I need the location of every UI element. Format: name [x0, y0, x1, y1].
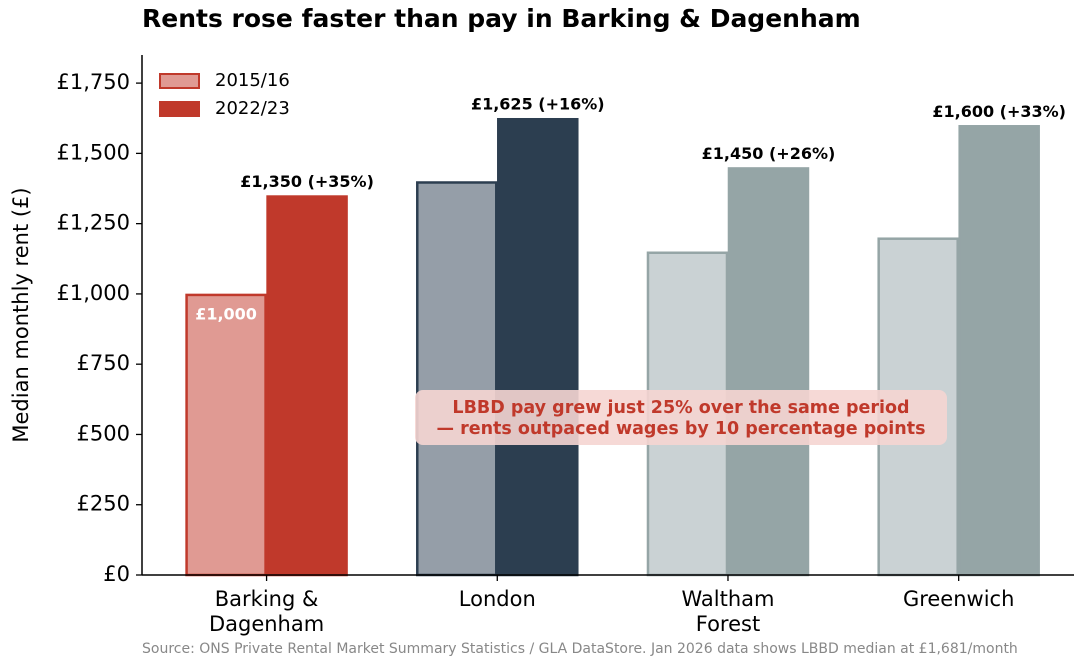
- y-tick-label: £500: [77, 421, 130, 445]
- bar: [727, 167, 810, 577]
- y-tick-label: £0: [103, 562, 130, 586]
- y-tick-label: £1,750: [57, 70, 130, 94]
- y-tick-label: £750: [77, 351, 130, 375]
- x-tick-label: Waltham Forest: [681, 587, 774, 636]
- bar: [185, 293, 267, 577]
- chart-title: Rents rose faster than pay in Barking & …: [142, 4, 861, 33]
- legend-swatch: [159, 101, 200, 117]
- x-tick-label-line: London: [459, 587, 536, 611]
- x-tick-label: Barking & Dagenham: [209, 587, 324, 636]
- annotation-box: [415, 390, 947, 445]
- x-tick-label-line: Forest: [696, 612, 760, 636]
- bar: [416, 181, 498, 577]
- x-tick-label-line: Waltham: [681, 587, 774, 611]
- value-label: £1,000: [195, 304, 257, 323]
- x-tick-label-line: Dagenham: [209, 612, 324, 636]
- y-tick-label: £250: [77, 492, 130, 516]
- legend-label: 2022/23: [215, 98, 290, 119]
- x-tick-label: Greenwich: [903, 587, 1014, 611]
- bar: [958, 125, 1040, 577]
- legend-label: 2015/16: [215, 70, 290, 91]
- annotation: — rents outpaced wages by 10 percentage …: [436, 419, 925, 439]
- value-label: £1,625 (+16%): [471, 95, 605, 114]
- bar: [497, 117, 579, 577]
- annotation: LBBD pay grew just 25% over the same per…: [452, 398, 909, 418]
- value-label: £1,450 (+26%): [702, 144, 836, 163]
- x-tick-label: London: [459, 587, 536, 611]
- source-note: Source: ONS Private Rental Market Summar…: [142, 641, 1018, 657]
- x-tick-label-line: Greenwich: [903, 587, 1014, 611]
- y-tick-label: £1,250: [57, 211, 130, 235]
- y-tick-label: £1,500: [57, 140, 130, 164]
- legend-swatch: [159, 73, 200, 89]
- y-tick-label: £1,000: [57, 281, 130, 305]
- x-tick-label-line: Barking &: [215, 587, 319, 611]
- y-axis-label: Median monthly rent (£): [9, 187, 33, 442]
- value-label: £1,600 (+33%): [932, 102, 1066, 121]
- bar: [266, 195, 348, 577]
- value-label: £1,350 (+35%): [240, 172, 374, 191]
